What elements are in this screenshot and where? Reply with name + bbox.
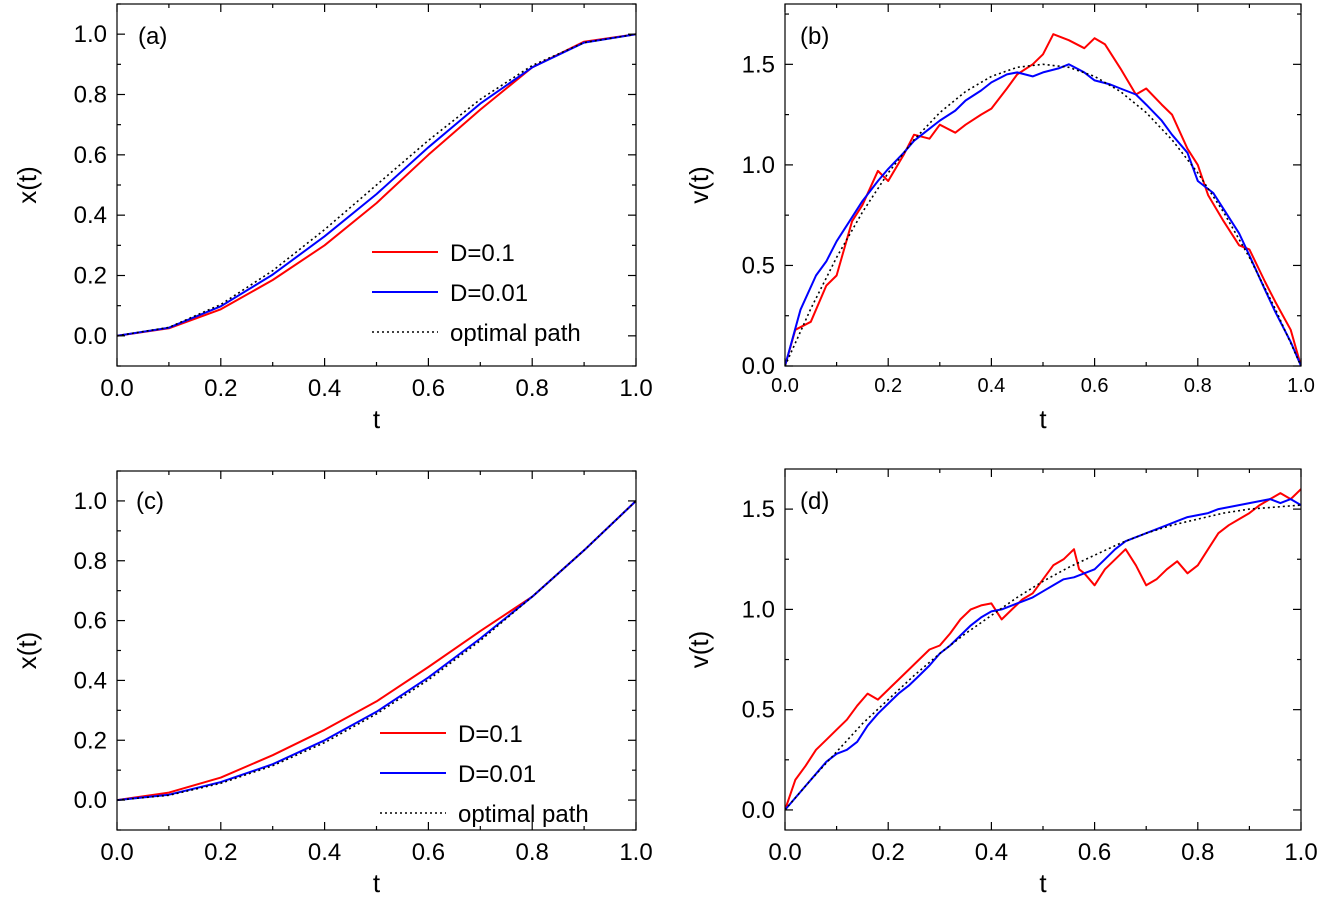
y-axis-label: x(t) — [12, 632, 42, 670]
y-tick-label: 0.0 — [742, 353, 775, 380]
y-tick-label: 1.5 — [742, 496, 775, 523]
legend-label: optimal path — [450, 320, 581, 347]
series-line-d-0-01 — [785, 498, 1301, 811]
y-tick-label: 0.2 — [74, 263, 107, 290]
x-tick-label: 0.8 — [1184, 375, 1212, 397]
x-tick-label: 0.0 — [771, 375, 799, 397]
y-tick-label: 0.0 — [742, 797, 775, 824]
panel-tag: (a) — [138, 23, 167, 50]
legend-label: D=0.1 — [458, 721, 523, 748]
y-tick-label: 0.5 — [742, 252, 775, 279]
y-tick-label: 1.0 — [742, 596, 775, 623]
y-tick-label: 1.0 — [742, 152, 775, 179]
panel-b: 0.0 0.2 0.4 0.6 0.8 1.0 0.0 0.5 1.0 1.5 t v(t) (b) — [684, 3, 1315, 434]
legend-label: D=0.01 — [458, 761, 536, 788]
y-axis-label: v(t) — [684, 166, 714, 204]
x-tick-label: 0.8 — [516, 839, 549, 866]
series-line-d-0-01 — [117, 33, 636, 337]
x-tick-label: 0.0 — [100, 839, 133, 866]
x-tick-label: 0.2 — [874, 375, 902, 397]
y-axis-label: v(t) — [684, 631, 714, 669]
series-line-d-0-01 — [785, 63, 1301, 366]
plot-frame — [116, 470, 637, 831]
panel-c: 0.0 0.2 0.4 0.6 0.8 1.0 0.0 0.2 0.4 0.6 0.8 1.0 t x(t… — [12, 470, 653, 898]
y-tick-label: 0.4 — [74, 667, 107, 694]
y-tick-label: 0.6 — [74, 608, 107, 635]
x-tick-label: 0.4 — [975, 839, 1008, 866]
panel-a: 0.0 0.2 0.4 0.6 0.8 1.0 0.0 0.2 0.4 0.6 0.8 1.0 t x(t… — [12, 3, 653, 434]
x-tick-label: 0.2 — [204, 375, 237, 402]
x-tick-label: 0.2 — [204, 839, 237, 866]
y-tick-label: 1.5 — [742, 51, 775, 78]
x-axis-label: t — [373, 404, 381, 434]
y-tick-label: 0.0 — [74, 323, 107, 350]
plot-frame — [784, 3, 1302, 367]
x-tick-label: 0.4 — [308, 839, 341, 866]
y-tick-label: 0.4 — [74, 202, 107, 229]
y-tick-label: 0.2 — [74, 727, 107, 754]
y-tick-label: 0.0 — [74, 787, 107, 814]
panel-tag: (c) — [136, 488, 164, 515]
series-line-optimal-path — [117, 500, 636, 801]
y-tick-label: 0.6 — [74, 142, 107, 169]
x-tick-label: 0.6 — [412, 839, 445, 866]
legend-label: D=0.1 — [450, 240, 515, 267]
x-axis-label: t — [1039, 404, 1047, 434]
x-tick-label: 1.0 — [1284, 839, 1317, 866]
y-tick-label: 0.8 — [74, 82, 107, 109]
x-axis-label: t — [1039, 868, 1047, 898]
series-line-d-0-1 — [785, 488, 1301, 811]
series-line-d-0-01 — [117, 500, 636, 802]
panel-tag: (d) — [800, 488, 829, 515]
y-tick-label: 1.0 — [74, 21, 107, 48]
series-line-optimal-path — [785, 63, 1301, 366]
series-line-optimal-path — [117, 33, 636, 337]
legend: D=0.1 D=0.01 optimal path — [372, 240, 581, 347]
series-line-optimal-path — [785, 504, 1301, 811]
x-tick-label: 0.6 — [412, 375, 445, 402]
x-tick-label: 1.0 — [1287, 375, 1315, 397]
series-line-d-0-1 — [117, 500, 636, 802]
x-tick-label: 0.4 — [308, 375, 341, 402]
panel-d: 0.0 0.2 0.4 0.6 0.8 1.0 0.0 0.5 1.0 1.5 t v(t) (d) — [684, 468, 1318, 898]
x-tick-label: 0.2 — [872, 839, 905, 866]
series-line-d-0-1 — [785, 33, 1301, 366]
y-tick-label: 0.8 — [74, 548, 107, 575]
x-tick-label: 0.8 — [516, 375, 549, 402]
legend-label: D=0.01 — [450, 280, 528, 307]
legend: D=0.1 D=0.01 optimal path — [380, 721, 589, 828]
x-tick-label: 0.0 — [768, 839, 801, 866]
x-tick-label: 0.6 — [1078, 839, 1111, 866]
y-tick-label: 1.0 — [74, 488, 107, 515]
y-tick-label: 0.5 — [742, 697, 775, 724]
x-tick-label: 0.4 — [977, 375, 1005, 397]
x-tick-label: 0.8 — [1181, 839, 1214, 866]
x-axis-label: t — [373, 868, 381, 898]
x-tick-label: 0.6 — [1081, 375, 1109, 397]
legend-label: optimal path — [458, 801, 589, 828]
plot-frame — [784, 468, 1302, 831]
x-tick-label: 0.0 — [100, 375, 133, 402]
x-tick-label: 1.0 — [619, 375, 652, 402]
y-axis-label: x(t) — [12, 166, 42, 204]
panel-tag: (b) — [800, 23, 829, 50]
x-tick-label: 1.0 — [619, 839, 652, 866]
